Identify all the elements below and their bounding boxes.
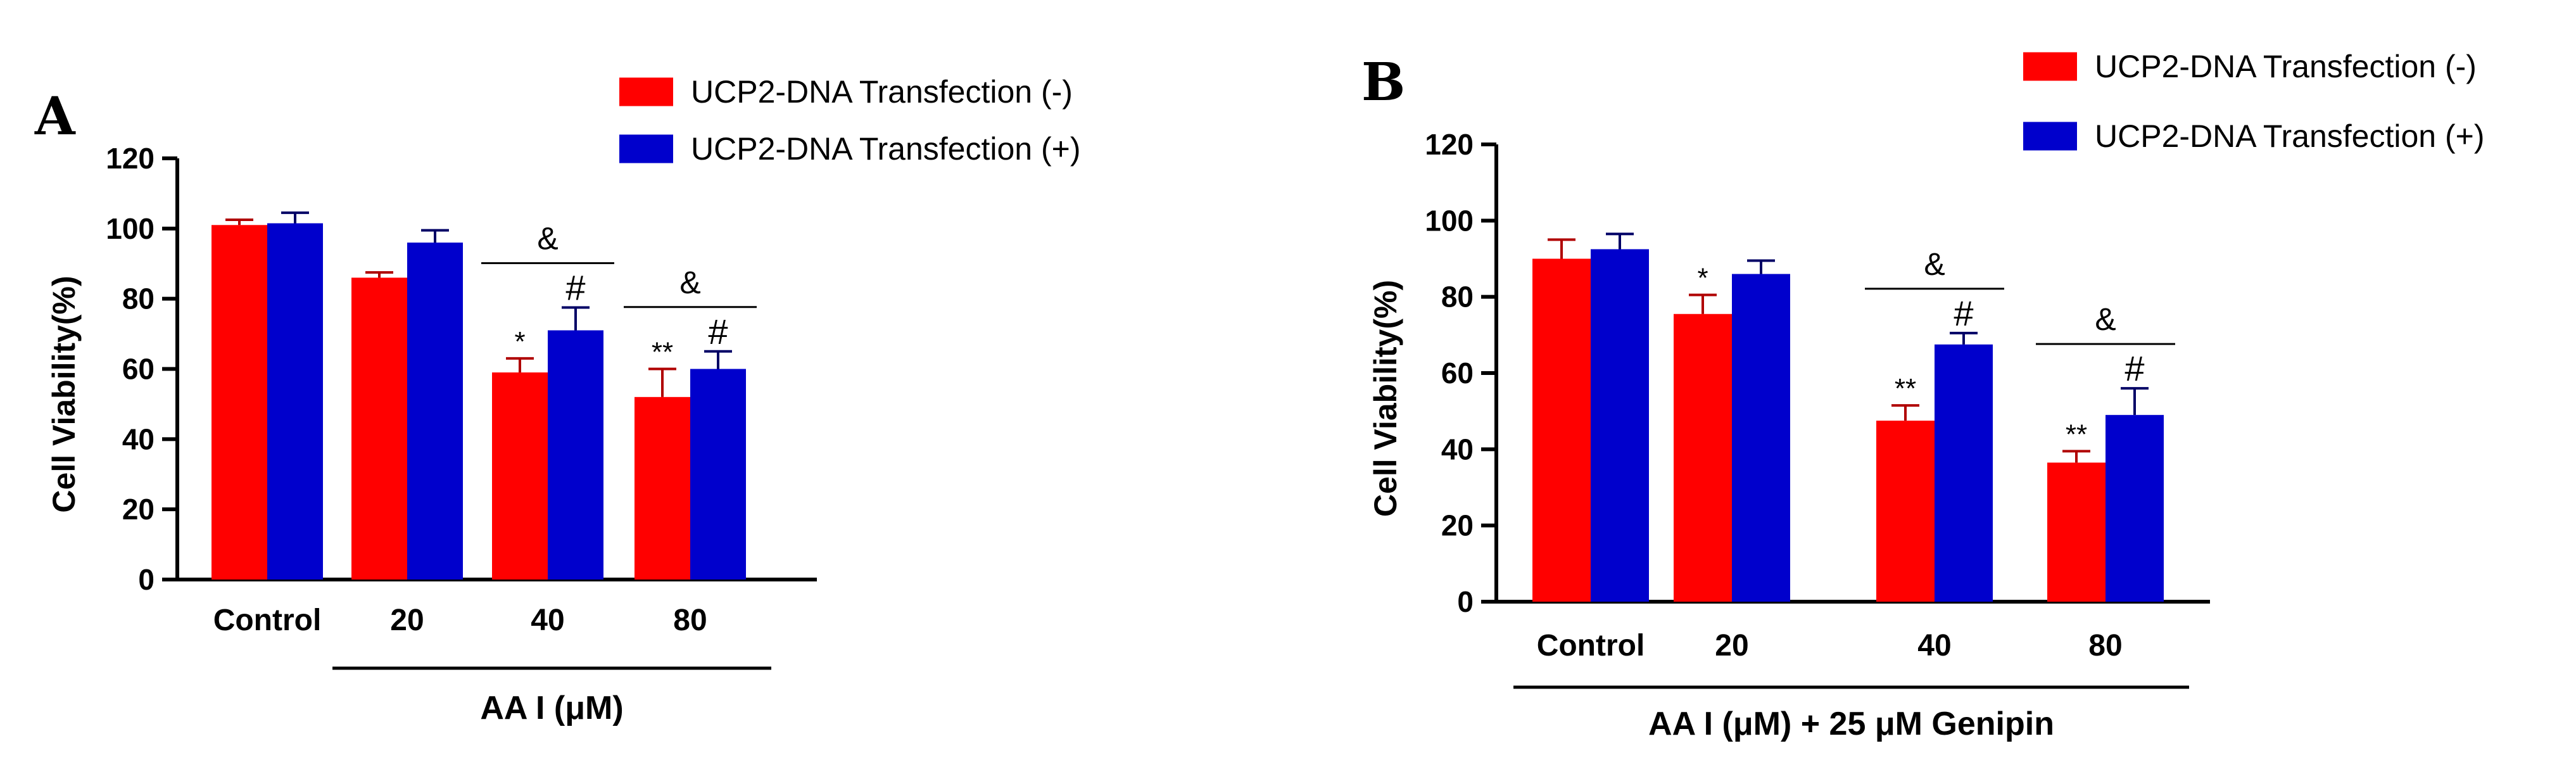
panel-b-legend-label-1: UCP2-DNA Transfection (-) — [2095, 49, 2477, 84]
panel-b-bar-s2-80 — [2106, 415, 2164, 602]
panel-a-legend-label-1: UCP2-DNA Transfection (-) — [691, 74, 1073, 110]
panel-a-bar-s1-40 — [492, 372, 548, 580]
panel-b-sig-mark-s1-40: ** — [1895, 373, 1916, 404]
panel-a-legend-label-2: UCP2-DNA Transfection (+) — [691, 131, 1080, 167]
panel-b-bar-s1-40 — [1876, 421, 1935, 602]
panel-a-x-tick-label: 40 — [531, 604, 564, 637]
panel-b-sig-mark-s2-80: # — [2125, 348, 2144, 388]
panel-b-x-tick-label: Control — [1537, 629, 1645, 662]
panel-b-x-tick-label: 20 — [1715, 629, 1748, 662]
panel-a-bar-s2-80 — [690, 369, 746, 580]
panel-a-x-tick-label: 20 — [390, 604, 424, 637]
panel-a-bracket-label: & — [537, 221, 558, 257]
panel-b-bar-s1-20 — [1674, 314, 1732, 602]
panel-a-y-axis-title: Cell Viability(%) — [46, 276, 82, 512]
panel-b-y-tick-label: 20 — [1441, 509, 1474, 542]
panel-a-x-tick-label: 80 — [673, 604, 707, 637]
panel-b-letter: B — [1361, 52, 1405, 113]
panel-b-y-tick-label: 80 — [1441, 281, 1474, 314]
panel-a-bar-s2-Control — [267, 223, 323, 580]
panel-b-y-tick-label: 120 — [1425, 128, 1474, 161]
panel-a-bar-s2-40 — [548, 330, 603, 580]
panel-b-legend-swatch-1 — [2023, 52, 2077, 81]
panel-a-bracket-label: & — [679, 265, 700, 300]
panel-a-y-tick-label: 100 — [106, 212, 155, 245]
panel-a-legend-swatch-2 — [619, 134, 673, 163]
panel-b-bar-s2-Control — [1591, 249, 1649, 602]
panel-a-y-tick-label: 80 — [122, 282, 155, 315]
panel-a-y-tick-label: 40 — [122, 422, 155, 455]
panel-b-legend-label-2: UCP2-DNA Transfection (+) — [2095, 118, 2484, 154]
panel-b-x-tick-label: 80 — [2088, 629, 2122, 662]
panel-b-x-axis-title: AA I (μM) + 25 μM Genipin — [1648, 706, 2054, 742]
panel-b-y-axis-title: Cell Viability(%) — [1368, 280, 1403, 517]
panel-a-bar-s1-80 — [635, 396, 690, 580]
panel-a-bar-s1-Control — [212, 225, 267, 580]
panel-a-bar-s2-20 — [407, 243, 463, 580]
panel-b-x-tick-label: 40 — [1917, 629, 1951, 662]
panel-a-legend-swatch-1 — [619, 77, 673, 106]
panel-a-sig-mark-s1-40: * — [514, 326, 525, 357]
panel-b-y-tick-label: 60 — [1441, 357, 1474, 390]
panel-a-x-tick-label: Control — [213, 604, 322, 637]
panel-b-y-tick-label: 40 — [1441, 433, 1474, 466]
panel-a-letter: A — [34, 86, 76, 147]
panel-a-y-tick-label: 120 — [106, 142, 155, 175]
panel-b-bracket-label: & — [2095, 301, 2116, 337]
panel-b-bar-s2-20 — [1732, 274, 1790, 602]
panel-a-bar-s1-20 — [351, 277, 407, 580]
panel-b-bar-s1-80 — [2047, 462, 2106, 602]
panel-a-sig-mark-s2-40: # — [565, 268, 585, 308]
panel-b-sig-mark-s1-80: ** — [2066, 419, 2087, 450]
panel-a-y-tick-label: 20 — [122, 493, 155, 526]
panel-b-bracket-label: & — [1924, 246, 1945, 282]
panel-b-y-tick-label: 0 — [1457, 585, 1474, 618]
panel-a-sig-mark-s2-80: # — [708, 312, 728, 352]
panel-b-y-tick-label: 100 — [1425, 204, 1474, 237]
panel-a-x-axis-title: AA I (μM) — [480, 690, 623, 726]
panel-b-sig-mark-s1-20: * — [1697, 263, 1708, 294]
panel-b-bar-s1-Control — [1532, 258, 1591, 602]
panel-a-sig-mark-s1-80: ** — [652, 337, 673, 368]
panel-a-y-tick-label: 0 — [138, 563, 155, 596]
panel-b-sig-mark-s2-40: # — [1954, 293, 1973, 333]
panel-b-legend-swatch-2 — [2023, 122, 2077, 151]
panel-b-bar-s2-40 — [1935, 344, 1993, 602]
panel-a-y-tick-label: 60 — [122, 353, 155, 386]
